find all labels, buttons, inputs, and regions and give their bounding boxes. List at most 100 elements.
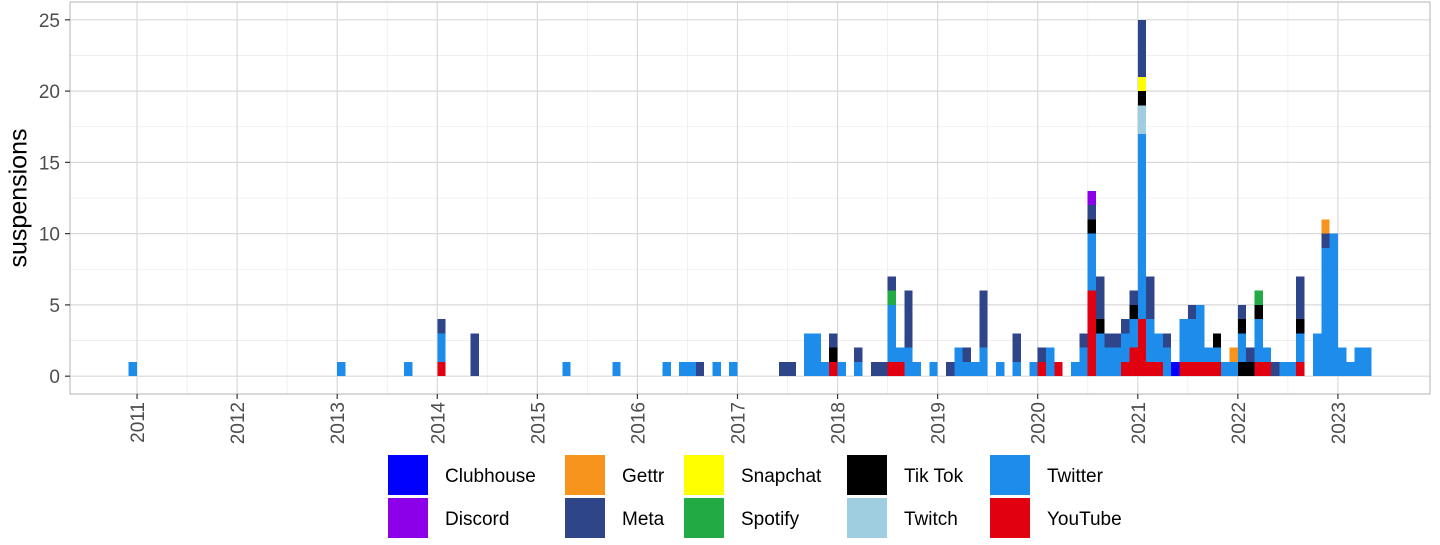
x-tick-label: 2015 — [528, 402, 549, 444]
bar-segment — [1012, 361, 1022, 377]
bar-segment — [1296, 333, 1305, 362]
y-tick-label: 15 — [39, 153, 60, 174]
bar-segment — [1154, 333, 1163, 362]
bar-segment — [1337, 347, 1347, 377]
x-tick-label: 2016 — [628, 402, 649, 444]
legend-label: Discord — [445, 509, 509, 530]
bar-segment — [904, 347, 913, 377]
legend-label: Tik Tok — [904, 466, 964, 487]
bar-segment — [1087, 205, 1097, 220]
bar-segment — [779, 361, 788, 377]
bar-segment — [1354, 347, 1363, 377]
bar-segment — [1129, 347, 1138, 377]
bar-segment — [1087, 290, 1097, 377]
legend-key — [388, 455, 428, 495]
bar-segment — [1037, 361, 1047, 377]
bar-segment — [1071, 361, 1080, 377]
bar-segment — [1137, 105, 1147, 134]
bar-segment — [904, 290, 913, 348]
legend-label: Gettr — [622, 466, 665, 487]
bar-segment — [1137, 19, 1147, 77]
bar-segment — [1129, 319, 1138, 348]
bar-segment — [1287, 361, 1297, 377]
bar-segment — [1112, 333, 1122, 348]
bar-segment — [1112, 347, 1122, 377]
bar-segment — [1137, 319, 1147, 377]
legend-label: YouTube — [1047, 509, 1122, 530]
legend-label: Snapchat — [741, 466, 822, 487]
bar-segment — [695, 361, 705, 377]
bar-segment — [1262, 361, 1272, 377]
legend-key — [565, 498, 605, 538]
bar-segment — [1129, 290, 1138, 305]
bar-segment — [1104, 347, 1113, 377]
x-tick-label: 2013 — [328, 402, 349, 444]
bar-segment — [1187, 361, 1197, 377]
bar-segment — [1162, 333, 1172, 348]
panel-border — [69, 1, 1431, 395]
bar-segment — [662, 361, 671, 377]
bar-segment — [1362, 347, 1372, 377]
bar-segment — [1087, 233, 1097, 291]
bar-segment — [895, 361, 905, 377]
bar-segment — [1121, 361, 1130, 377]
bar-segment — [1171, 361, 1180, 377]
bar-segment — [979, 290, 988, 348]
x-tick-label: 2014 — [428, 402, 449, 445]
bar-segment — [887, 304, 896, 362]
bar-segment — [812, 333, 821, 377]
bar-segment — [1187, 304, 1197, 320]
bar-segment — [1187, 319, 1197, 362]
bar-segment — [887, 361, 896, 377]
x-tick-label: 2022 — [1229, 402, 1250, 444]
bar-segment — [887, 290, 896, 305]
bar-segment — [437, 361, 446, 377]
y-tick-label: 5 — [49, 296, 60, 317]
bar-segment — [1179, 319, 1188, 362]
bar-segment — [1121, 333, 1130, 362]
bar-segment — [679, 361, 688, 377]
bar-segment — [1029, 361, 1038, 377]
y-tick-label: 25 — [39, 11, 60, 32]
bar-segment — [1212, 347, 1222, 362]
bar-segment — [1087, 219, 1097, 234]
legend-key — [847, 498, 887, 538]
legend-label: Twitter — [1047, 466, 1104, 487]
bar-segment — [1096, 276, 1105, 320]
legend-label: Meta — [622, 509, 665, 530]
grid-layer — [70, 2, 1430, 394]
bar-segment — [837, 361, 846, 377]
bar-segment — [403, 361, 413, 377]
bar-segment — [912, 361, 921, 377]
bar-segment — [562, 361, 571, 377]
bar-segment — [970, 361, 980, 377]
bar-segment — [1096, 333, 1105, 377]
y-tick-label: 0 — [49, 367, 60, 388]
bar-segment — [1254, 304, 1263, 320]
bar-segment — [128, 361, 138, 377]
bar-segment — [787, 361, 796, 377]
bar-segment — [1154, 361, 1163, 377]
bar-segment — [1037, 347, 1047, 362]
bar-segment — [1212, 361, 1222, 377]
bar-segment — [1121, 319, 1130, 334]
bar-segment — [1321, 219, 1330, 234]
bar-segment — [887, 276, 896, 291]
bar-segment — [1046, 347, 1055, 377]
bar-segment — [879, 361, 888, 377]
bar-segment — [729, 361, 738, 377]
bar-segment — [1196, 361, 1205, 377]
bar-segment — [1087, 190, 1097, 206]
bar-segment — [1129, 304, 1138, 320]
bar-segment — [1204, 347, 1213, 362]
bar-segment — [1329, 233, 1338, 377]
y-axis-title: suspensions — [5, 129, 33, 268]
bar-segment — [1146, 319, 1155, 362]
x-tick-label: 2020 — [1029, 402, 1050, 444]
legend-key — [388, 498, 428, 538]
bar-segment — [1237, 304, 1247, 320]
bar-segment — [1237, 319, 1247, 334]
bar-segment — [1221, 361, 1230, 377]
bar-segment — [1104, 333, 1113, 348]
